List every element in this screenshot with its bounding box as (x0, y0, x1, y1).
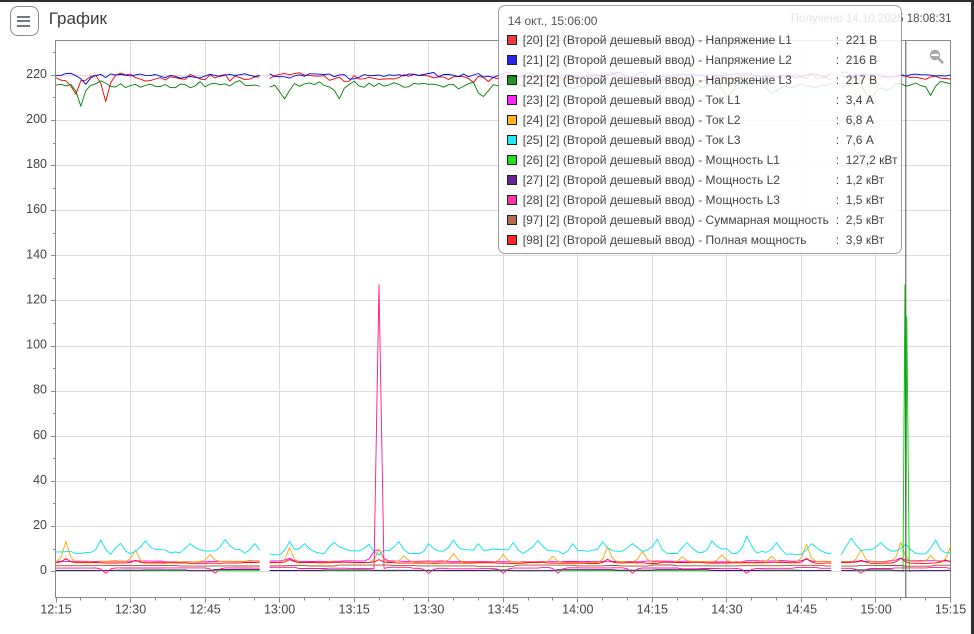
svg-text:120: 120 (26, 292, 47, 306)
svg-text:14:00: 14:00 (562, 603, 593, 617)
svg-text:12:45: 12:45 (189, 603, 220, 617)
svg-text:13:30: 13:30 (413, 603, 444, 617)
svg-text:220: 220 (26, 67, 47, 81)
svg-text:12:15: 12:15 (40, 603, 71, 617)
svg-text:15:15: 15:15 (935, 603, 966, 617)
svg-text:14:30: 14:30 (711, 603, 742, 617)
svg-text:13:15: 13:15 (339, 603, 370, 617)
svg-text:100: 100 (26, 338, 47, 352)
svg-text:40: 40 (33, 473, 47, 487)
svg-text:13:45: 13:45 (488, 603, 519, 617)
svg-text:200: 200 (26, 112, 47, 126)
svg-text:80: 80 (33, 383, 47, 397)
svg-text:15:00: 15:00 (860, 603, 891, 617)
svg-text:180: 180 (26, 157, 47, 171)
svg-text:14:45: 14:45 (786, 603, 817, 617)
svg-text:60: 60 (33, 428, 47, 442)
svg-text:20: 20 (33, 518, 47, 532)
svg-text:160: 160 (26, 202, 47, 216)
svg-text:13:00: 13:00 (264, 603, 295, 617)
svg-text:12:30: 12:30 (115, 603, 146, 617)
svg-text:140: 140 (26, 247, 47, 261)
svg-text:14:15: 14:15 (637, 603, 668, 617)
svg-text:0: 0 (40, 563, 47, 577)
